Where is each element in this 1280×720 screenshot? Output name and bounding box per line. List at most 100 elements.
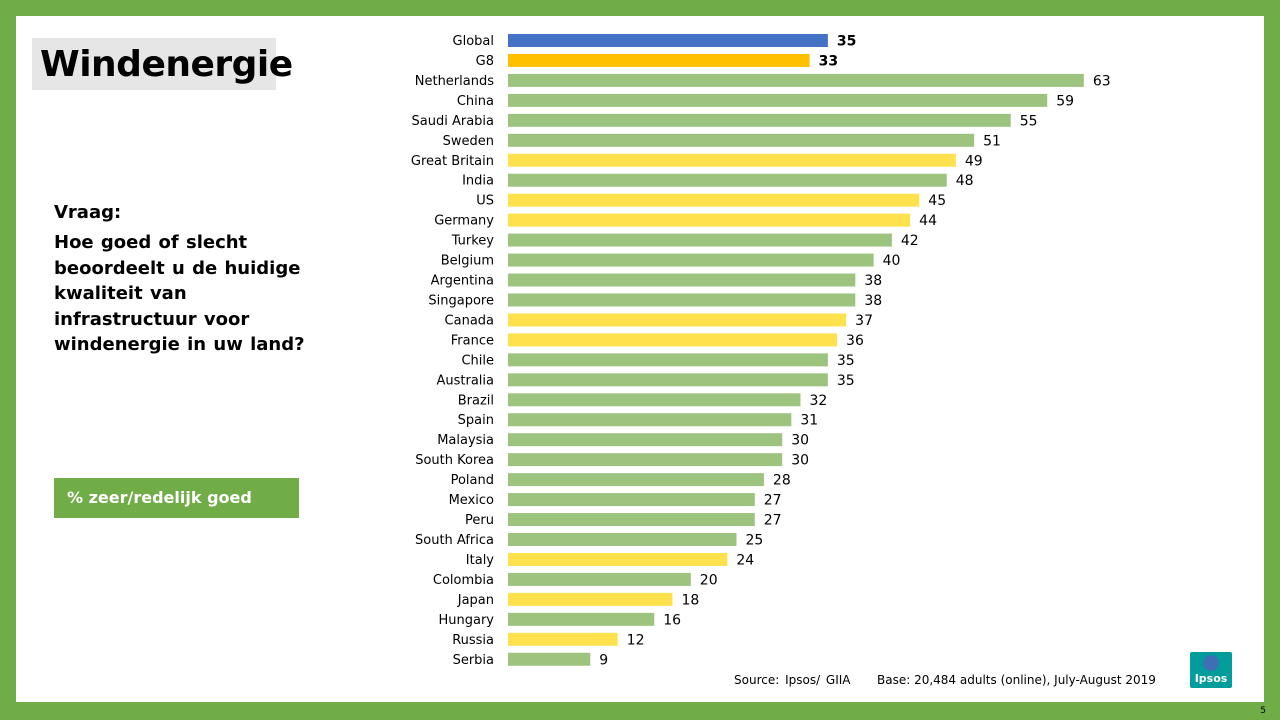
- category-label-india: India: [462, 174, 494, 189]
- bar-netherlands: [508, 73, 1084, 87]
- value-label-great-britain: 49: [965, 153, 983, 169]
- category-label-brazil: Brazil: [458, 393, 494, 408]
- category-label-singapore: Singapore: [428, 293, 494, 308]
- value-label-russia: 12: [627, 632, 645, 648]
- value-label-china: 59: [1056, 93, 1074, 109]
- bar-colombia: [508, 572, 691, 586]
- value-label-india: 48: [956, 173, 974, 189]
- bar-japan: [508, 592, 673, 606]
- bar-poland: [508, 473, 764, 487]
- bar-chile: [508, 353, 828, 367]
- category-label-belgium: Belgium: [441, 254, 494, 269]
- category-label-canada: Canada: [445, 313, 494, 328]
- value-label-saudi-arabia: 55: [1020, 113, 1038, 129]
- page-number: 5: [1260, 706, 1266, 716]
- bar-turkey: [508, 233, 892, 247]
- category-label-hungary: Hungary: [438, 613, 494, 628]
- category-label-serbia: Serbia: [453, 653, 494, 668]
- category-label-peru: Peru: [465, 513, 494, 528]
- bar-peru: [508, 513, 755, 527]
- value-label-japan: 18: [682, 592, 700, 608]
- category-label-argentina: Argentina: [431, 274, 494, 289]
- value-label-germany: 44: [919, 213, 937, 229]
- value-label-serbia: 9: [599, 652, 608, 668]
- category-label-sweden: Sweden: [443, 134, 494, 149]
- value-label-south-africa: 25: [746, 533, 764, 549]
- ipsos-logo-text: Ipsos: [1194, 672, 1228, 685]
- bar-mexico: [508, 493, 755, 507]
- category-label-australia: Australia: [436, 373, 494, 388]
- value-label-sweden: 51: [983, 133, 1001, 149]
- value-label-chile: 35: [837, 353, 855, 369]
- measure-label: % zeer/redelijk goed: [67, 488, 252, 507]
- category-label-poland: Poland: [451, 473, 494, 488]
- value-label-belgium: 40: [883, 253, 901, 269]
- category-label-germany: Germany: [434, 214, 494, 229]
- category-label-saudi-arabia: Saudi Arabia: [412, 114, 495, 129]
- value-label-netherlands: 63: [1093, 73, 1111, 89]
- bar-us: [508, 193, 920, 207]
- bar-canada: [508, 313, 847, 327]
- value-label-south-korea: 30: [791, 453, 809, 469]
- bar-chart: Global 35 G8 33 Netherlands 63 China 59 Saudi Ar…: [411, 34, 1111, 669]
- bar-france: [508, 333, 838, 347]
- ipsos-logo-icon: [1203, 655, 1219, 671]
- category-label-japan: Japan: [457, 593, 494, 608]
- value-label-g8: 33: [819, 53, 838, 69]
- value-label-brazil: 32: [809, 393, 827, 409]
- category-label-spain: Spain: [458, 413, 494, 428]
- bar-great-britain: [508, 153, 956, 167]
- bar-south-korea: [508, 453, 783, 467]
- category-label-france: France: [451, 333, 494, 348]
- category-label-netherlands: Netherlands: [415, 74, 494, 89]
- page-title: Windenergie: [40, 44, 293, 85]
- category-label-malaysia: Malaysia: [437, 433, 494, 448]
- category-label-china: China: [457, 94, 494, 109]
- value-label-global: 35: [837, 34, 856, 50]
- category-label-us: US: [476, 194, 494, 209]
- value-label-hungary: 16: [663, 612, 681, 628]
- bar-china: [508, 93, 1048, 107]
- value-label-canada: 37: [855, 313, 873, 329]
- bar-argentina: [508, 273, 856, 287]
- category-label-italy: Italy: [466, 553, 495, 568]
- ipsos-logo: Ipsos: [1190, 652, 1232, 688]
- question-label: Vraag:: [54, 202, 122, 223]
- bar-germany: [508, 213, 911, 227]
- value-label-peru: 27: [764, 513, 782, 529]
- category-label-mexico: Mexico: [449, 493, 494, 508]
- source-note: Source: Ipsos/ GIIA: [734, 673, 851, 687]
- category-label-turkey: Turkey: [451, 234, 495, 249]
- value-label-spain: 31: [800, 413, 818, 429]
- bar-saudi-arabia: [508, 113, 1011, 127]
- bar-hungary: [508, 612, 655, 626]
- bar-global: [508, 34, 828, 47]
- title-box: Windenergie: [32, 38, 293, 90]
- category-label-g8: G8: [476, 54, 494, 69]
- measure-badge: % zeer/redelijk goed: [54, 478, 299, 518]
- value-label-italy: 24: [736, 552, 754, 568]
- value-label-france: 36: [846, 333, 864, 349]
- value-label-malaysia: 30: [791, 433, 809, 449]
- bar-russia: [508, 632, 618, 646]
- value-label-colombia: 20: [700, 572, 718, 588]
- bar-spain: [508, 413, 792, 427]
- bar-brazil: [508, 393, 801, 407]
- bar-australia: [508, 373, 828, 387]
- category-label-russia: Russia: [452, 633, 494, 648]
- category-label-south-africa: South Africa: [415, 533, 494, 548]
- bar-india: [508, 173, 947, 187]
- category-label-colombia: Colombia: [433, 573, 494, 588]
- category-label-global: Global: [453, 34, 494, 49]
- value-label-mexico: 27: [764, 493, 782, 509]
- bar-italy: [508, 552, 728, 566]
- slide: Windenergie Vraag: Hoe goed of slecht be…: [16, 16, 1264, 702]
- value-label-poland: 28: [773, 473, 791, 489]
- bar-belgium: [508, 253, 874, 267]
- value-label-turkey: 42: [901, 233, 919, 249]
- question-text: Hoe goed of slecht beoordeelt u de huidi…: [54, 232, 305, 355]
- value-label-singapore: 38: [864, 293, 882, 309]
- value-label-us: 45: [928, 193, 946, 209]
- value-label-australia: 35: [837, 373, 855, 389]
- value-label-argentina: 38: [864, 273, 882, 289]
